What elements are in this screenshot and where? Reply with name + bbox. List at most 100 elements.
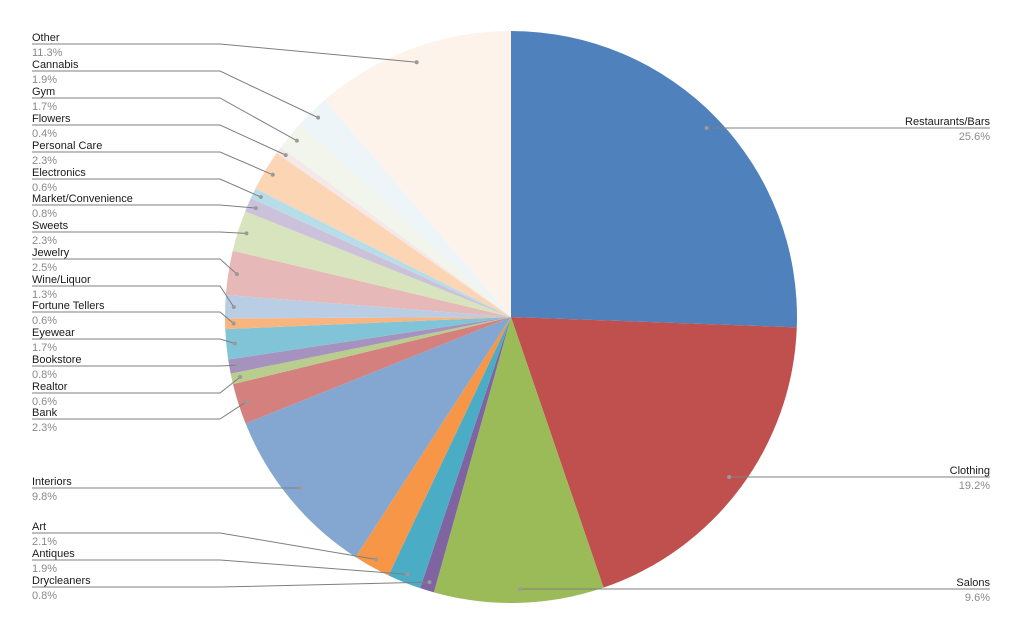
- label-clothing: Clothing: [950, 465, 990, 477]
- label-jewelry: Jewelry: [32, 247, 70, 259]
- leader-line-flowers: [32, 124, 286, 156]
- leader-dot-jewelry: [234, 272, 239, 277]
- label-art: Art: [32, 521, 46, 533]
- label-drycleaners: Drycleaners: [32, 575, 91, 587]
- label-gym: Gym: [32, 86, 55, 98]
- pct-wine-liquor: 1.3%: [32, 289, 57, 301]
- pct-art: 2.1%: [32, 536, 57, 548]
- slice-labels: Restaurants/Bars 25.6% Clothing 19.2% Salons…: [32, 32, 990, 604]
- leader-line-antiques: [32, 559, 408, 575]
- pct-fortune-tellers: 0.6%: [32, 315, 57, 327]
- slice-electronics: [250, 188, 511, 317]
- pct-jewelry: 2.5%: [32, 262, 57, 274]
- slice-bookstore: [228, 317, 511, 374]
- leader-line-bank: [32, 400, 248, 420]
- leader-dot-market-convenience: [253, 206, 258, 211]
- pct-bank: 2.3%: [32, 422, 57, 434]
- leader-dot-gym: [294, 138, 299, 143]
- leader-dot-art: [373, 557, 378, 562]
- slice-fortune-tellers: [225, 317, 511, 330]
- label-restaurants-bars: Restaurants/Bars: [905, 116, 990, 128]
- label-sweets: Sweets: [32, 220, 69, 232]
- leader-line-bookstore: [32, 364, 238, 367]
- leader-line-gym: [32, 97, 298, 142]
- leader-line-sweets: [32, 231, 247, 234]
- label-cannabis: Cannabis: [32, 59, 79, 71]
- slice-clothing: [511, 317, 797, 588]
- pct-electronics: 0.6%: [32, 182, 57, 194]
- label-flowers: Flowers: [32, 113, 71, 125]
- slice-salons: [433, 317, 604, 603]
- label-bank: Bank: [32, 407, 58, 419]
- slice-bank: [232, 317, 511, 424]
- leader-line-electronics: [32, 178, 262, 198]
- label-fortune-tellers: Fortune Tellers: [32, 300, 105, 312]
- pct-salons: 9.6%: [965, 592, 990, 604]
- pct-drycleaners: 0.8%: [32, 590, 57, 602]
- label-other: Other: [32, 32, 60, 44]
- leader-dot-clothing: [727, 475, 732, 479]
- pct-personal-care: 2.3%: [32, 155, 57, 167]
- leader-lines: [32, 43, 990, 591]
- leader-line-cannabis: [32, 70, 319, 119]
- slice-sweets: [232, 211, 511, 317]
- label-personal-care: Personal Care: [32, 140, 102, 152]
- slice-eyewear: [225, 317, 512, 360]
- pct-interiors: 9.8%: [32, 491, 57, 503]
- leader-dot-electronics: [258, 195, 263, 200]
- slice-cannabis: [300, 99, 511, 317]
- pct-eyewear: 1.7%: [32, 342, 57, 354]
- leader-line-wine-liquor: [32, 285, 235, 308]
- pct-sweets: 2.3%: [32, 235, 57, 247]
- label-bookstore: Bookstore: [32, 354, 82, 366]
- leader-dot-wine-liquor: [231, 304, 236, 309]
- slice-restaurants-bars: [511, 31, 797, 328]
- leader-line-realtor: [32, 376, 241, 394]
- leader-dot-flowers: [283, 153, 288, 158]
- slice-market-convenience: [245, 198, 512, 317]
- leader-dot-antiques: [405, 572, 410, 577]
- leader-dot-realtor: [238, 375, 243, 380]
- slice-gym: [280, 123, 511, 317]
- pct-antiques: 1.9%: [32, 563, 57, 575]
- slice-jewelry: [225, 250, 511, 317]
- slice-antiques: [388, 317, 511, 589]
- slice-flowers: [276, 147, 511, 317]
- leader-dot-salons: [518, 587, 522, 591]
- pie-slices: [225, 31, 797, 603]
- label-eyewear: Eyewear: [32, 327, 75, 339]
- slice-interiors: [245, 317, 511, 558]
- leader-dot-cannabis: [316, 115, 321, 120]
- leader-line-jewelry: [32, 258, 238, 275]
- leader-line-art: [32, 532, 377, 560]
- label-interiors: Interiors: [32, 476, 72, 488]
- pct-bookstore: 0.8%: [32, 369, 57, 381]
- slice-other: [324, 31, 511, 317]
- slice-drycleaners: [420, 317, 511, 593]
- leader-line-market-convenience: [32, 204, 256, 209]
- leader-dot-restaurants-bars: [704, 126, 709, 130]
- leader-dot-fortune-tellers: [231, 321, 236, 326]
- label-wine-liquor: Wine/Liquor: [32, 274, 91, 286]
- label-market-convenience: Market/Convenience: [32, 193, 133, 205]
- pct-other: 11.3%: [32, 47, 63, 59]
- pct-restaurants-bars: 25.6%: [959, 131, 990, 143]
- leader-line-personal-care: [32, 151, 274, 176]
- pct-flowers: 0.4%: [32, 128, 57, 140]
- slice-art: [355, 317, 511, 576]
- leader-line-drycleaners: [32, 581, 430, 588]
- slice-realtor: [230, 317, 511, 385]
- leader-dot-other: [414, 60, 419, 65]
- label-antiques: Antiques: [32, 548, 75, 560]
- slice-personal-care: [255, 153, 511, 317]
- pct-realtor: 0.6%: [32, 396, 57, 408]
- leader-line-eyewear: [32, 338, 235, 344]
- label-salons: Salons: [956, 577, 990, 589]
- leader-line-other: [32, 43, 417, 63]
- leader-dot-bookstore: [235, 363, 240, 368]
- pct-clothing: 19.2%: [959, 480, 990, 492]
- leader-dot-sweets: [244, 231, 249, 236]
- leader-dot-interiors: [298, 486, 302, 490]
- leader-line-fortune-tellers: [32, 311, 234, 324]
